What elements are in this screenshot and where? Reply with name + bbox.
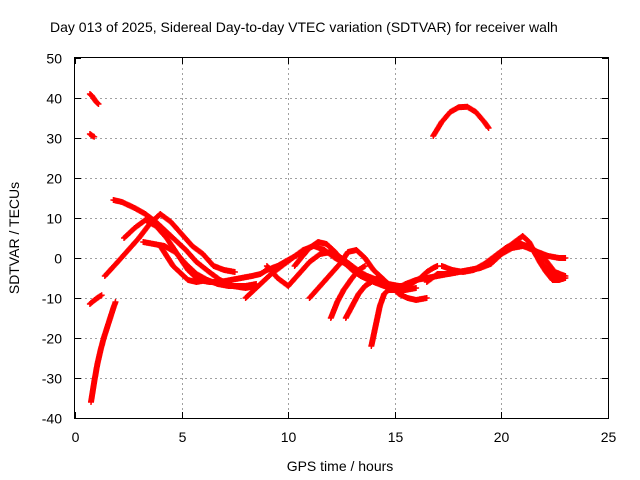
series-markers — [101, 211, 238, 279]
y-tick-label: -20 — [42, 331, 62, 347]
y-tick-label: 0 — [54, 251, 62, 267]
series-markers — [121, 217, 319, 285]
y-tick-label: 30 — [46, 131, 62, 147]
series-arc7 — [121, 217, 319, 285]
y-tick-label: -10 — [42, 291, 62, 307]
series-markers — [140, 239, 260, 289]
y-tick-label: 40 — [46, 91, 62, 107]
series-markers — [530, 247, 569, 283]
y-tick-label: 20 — [46, 171, 62, 187]
y-tick-label: 10 — [46, 211, 62, 227]
x-tick-label: 5 — [179, 429, 187, 445]
series-markers — [88, 299, 119, 405]
x-tick-label: 15 — [388, 429, 404, 445]
series-arc15 — [342, 275, 381, 321]
series-markers — [342, 275, 381, 321]
x-tick-label: 0 — [72, 429, 80, 445]
plot-frame — [74, 57, 609, 419]
axis-ticks: 0 5 10 15 20 25 -40 -30 -20 -10 0 10 20 30 40 50 — [42, 51, 617, 446]
series-arc8 — [140, 239, 260, 289]
series-markers — [430, 103, 492, 139]
series-markers — [86, 292, 105, 307]
x-tick-label: 10 — [281, 429, 297, 445]
y-axis-label: SDTVAR / TECUs — [6, 182, 22, 294]
series-arc2 — [86, 131, 98, 140]
series-arc9 — [157, 243, 211, 285]
series-markers — [86, 131, 98, 140]
series-arc1 — [86, 91, 102, 107]
series-arc5 — [101, 211, 238, 279]
x-tick-label: 25 — [601, 429, 617, 445]
y-tick-label: -30 — [42, 371, 62, 387]
series-arc3 — [86, 292, 105, 307]
series-markers — [327, 263, 368, 321]
y-tick-label: -40 — [42, 411, 62, 427]
series-arc14 — [327, 263, 368, 321]
series-arc4 — [88, 299, 119, 405]
x-tick-label: 20 — [494, 429, 510, 445]
series-markers — [157, 243, 211, 285]
series-markers — [86, 91, 102, 107]
series-arc20 — [530, 247, 569, 283]
y-tick-label: 50 — [46, 51, 62, 67]
data-points — [86, 91, 569, 405]
series-arc21 — [430, 103, 492, 139]
x-axis-label: GPS time / hours — [287, 458, 394, 474]
chart-title: Day 013 of 2025, Sidereal Day-to-day VTE… — [50, 19, 558, 35]
